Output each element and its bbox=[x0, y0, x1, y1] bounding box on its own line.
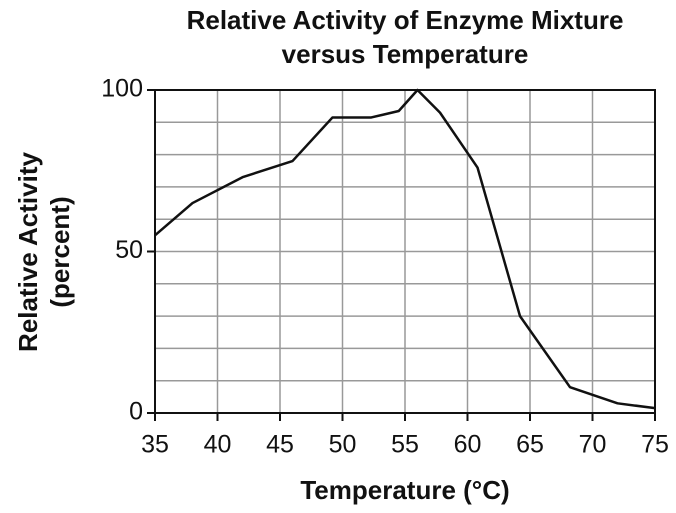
y-tick-label: 100 bbox=[101, 75, 143, 103]
x-tick-label: 35 bbox=[141, 431, 169, 459]
x-tick-label: 45 bbox=[266, 431, 294, 459]
x-tick-label: 75 bbox=[641, 431, 669, 459]
y-tick-label: 50 bbox=[115, 236, 143, 264]
x-axis-label: Temperature (°C) bbox=[300, 475, 509, 505]
y-axis-label: (percent) bbox=[45, 196, 75, 307]
x-tick-label: 55 bbox=[391, 431, 419, 459]
x-tick-label: 50 bbox=[329, 431, 357, 459]
chart-title: versus Temperature bbox=[282, 39, 529, 69]
x-tick-label: 70 bbox=[579, 431, 607, 459]
data-line bbox=[154, 88, 656, 410]
x-tick-label: 60 bbox=[454, 431, 482, 459]
y-axis-label: Relative Activity bbox=[13, 152, 43, 352]
x-tick-label: 65 bbox=[516, 431, 544, 459]
chart-title: Relative Activity of Enzyme Mixture bbox=[187, 5, 624, 35]
y-tick-label: 0 bbox=[129, 398, 143, 426]
x-tick-label: 40 bbox=[204, 431, 232, 459]
